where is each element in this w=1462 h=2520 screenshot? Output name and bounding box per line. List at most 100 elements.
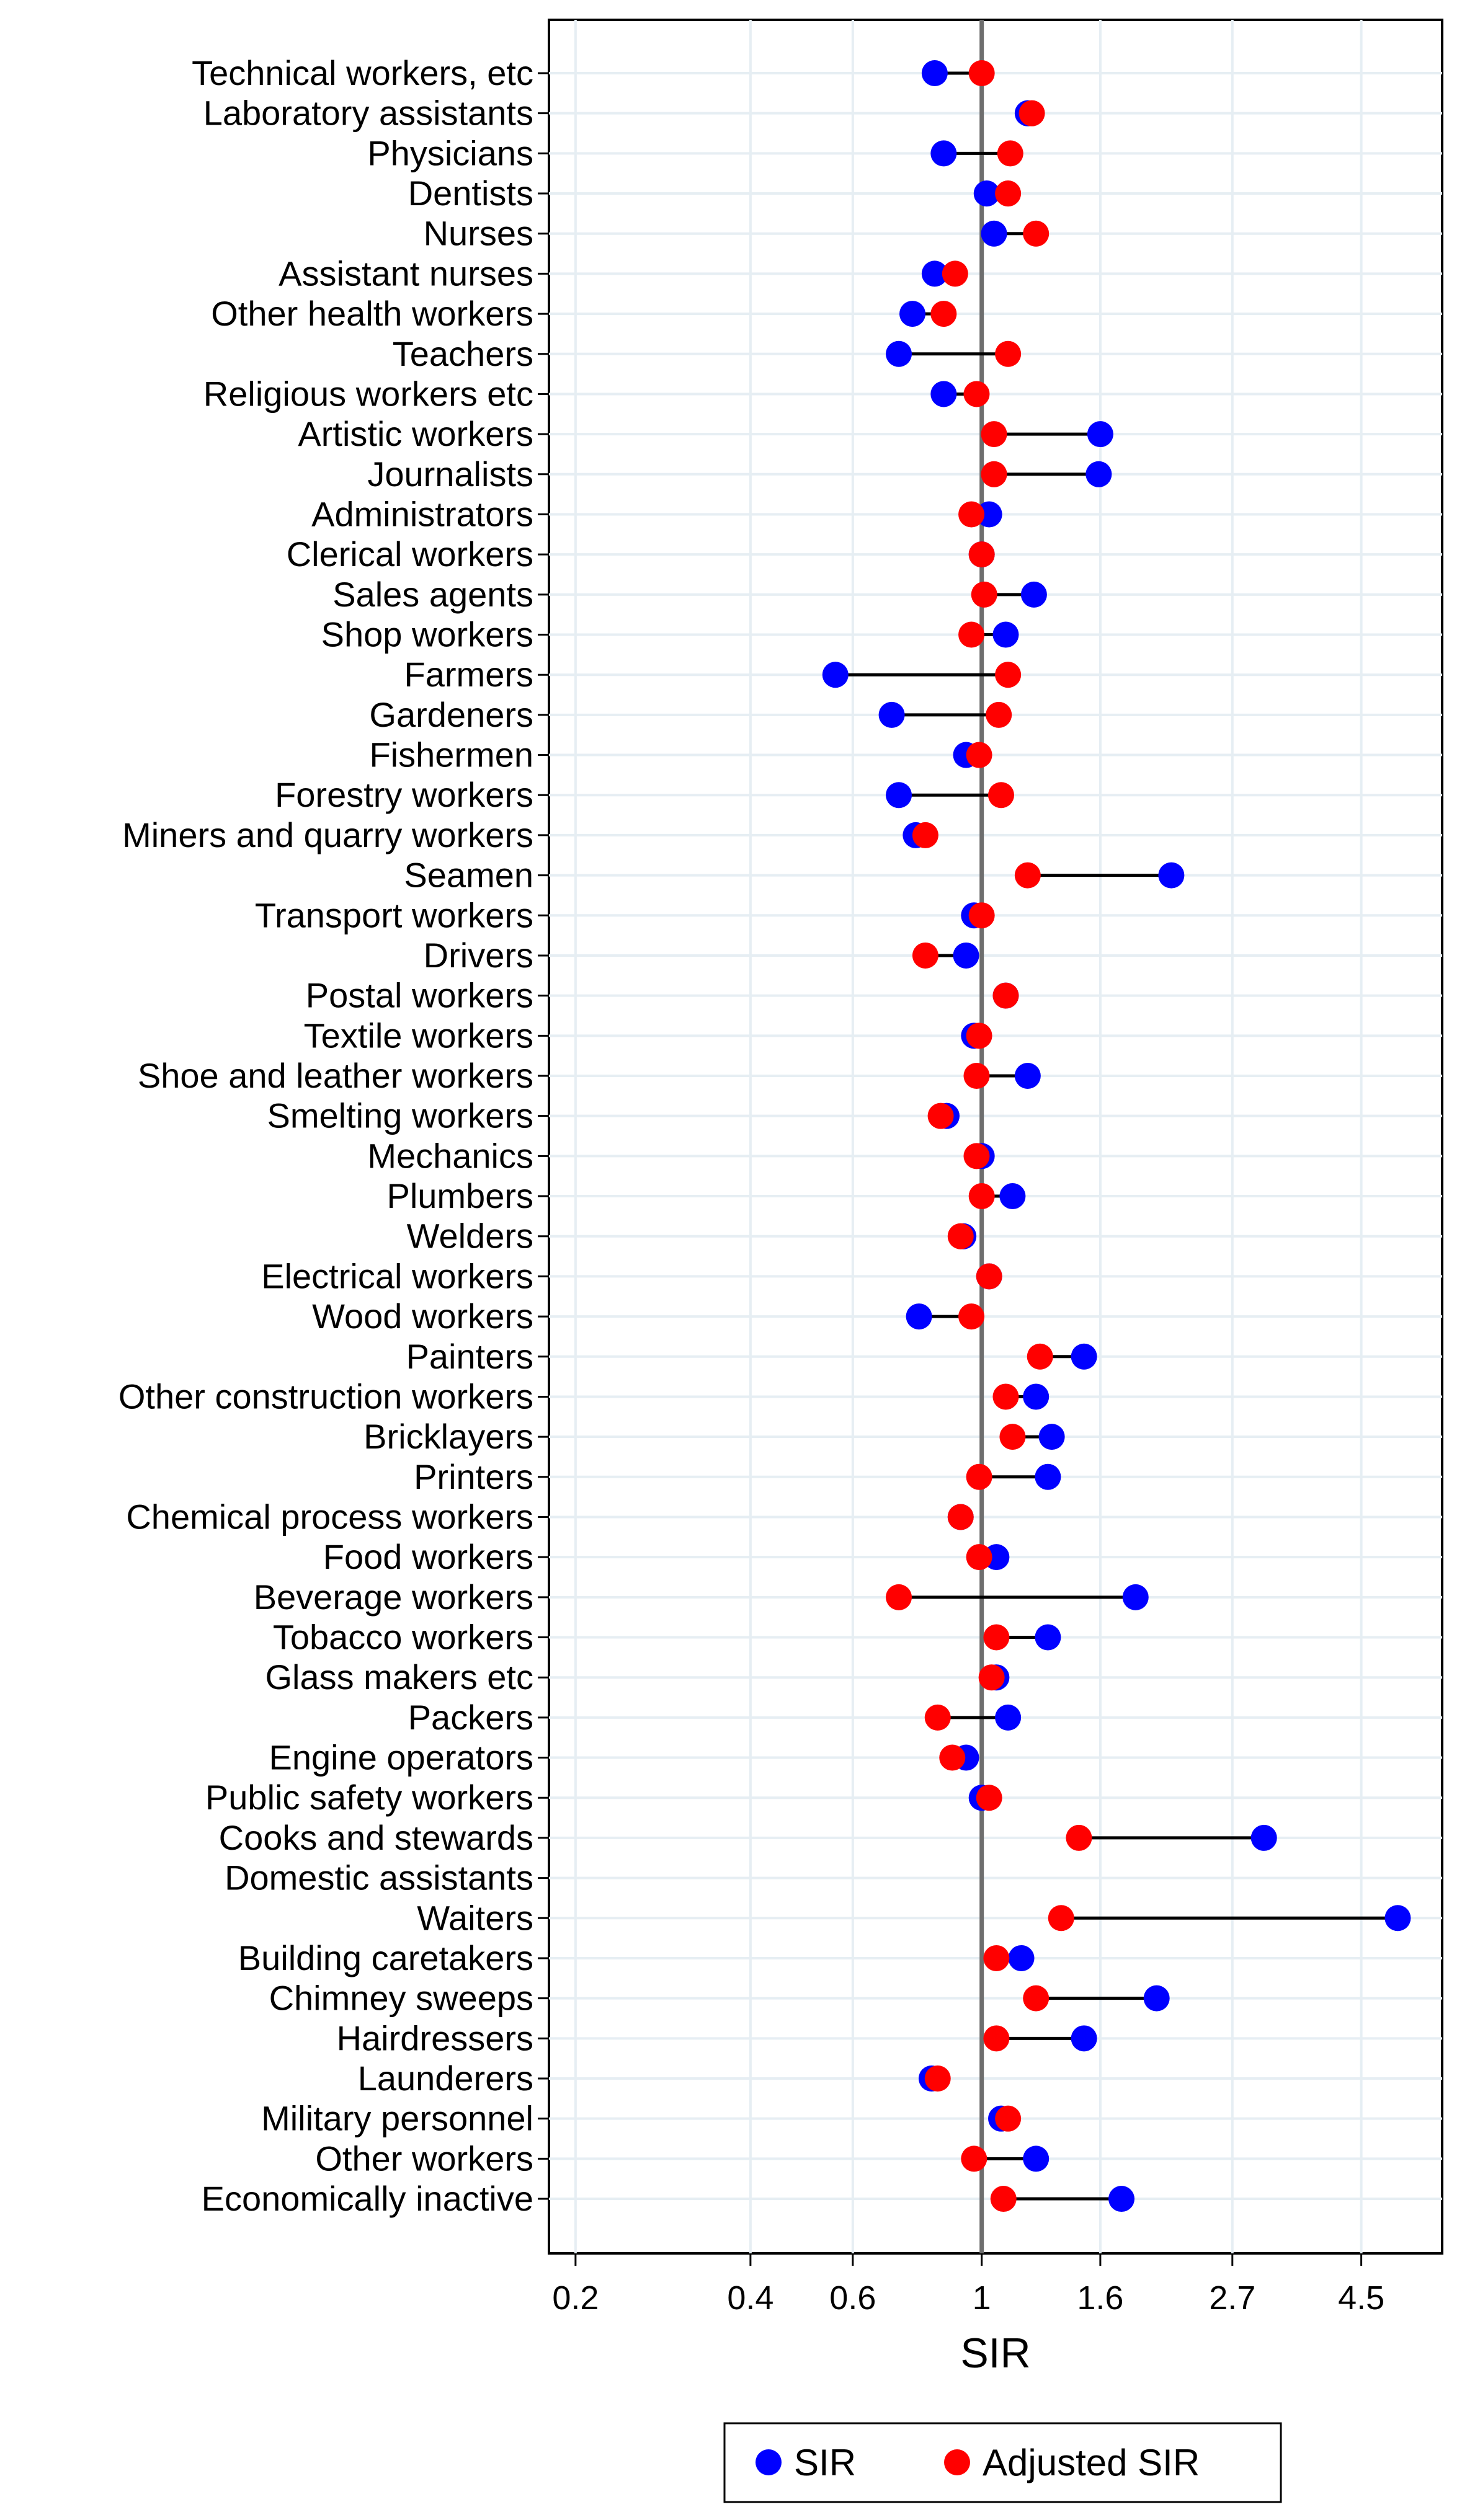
category-label: Sales agents bbox=[332, 575, 533, 614]
sir-point bbox=[1071, 1343, 1097, 1370]
adjusted-sir-point bbox=[978, 1664, 1005, 1691]
x-tick-label-3: 1 bbox=[973, 2279, 991, 2317]
sir-point bbox=[921, 60, 948, 86]
adjusted-sir-point bbox=[999, 1424, 1026, 1450]
adjusted-sir-point bbox=[966, 1023, 992, 1049]
adjusted-sir-point bbox=[1018, 100, 1045, 126]
category-label: Other construction workers bbox=[118, 1377, 533, 1416]
category-label: Building caretakers bbox=[238, 1938, 533, 1977]
adjusted-sir-point bbox=[968, 1183, 995, 1210]
adjusted-sir-point bbox=[992, 1383, 1019, 1410]
adjusted-sir-point bbox=[966, 1463, 992, 1490]
category-label: Engine operators bbox=[269, 1738, 533, 1777]
adjusted-sir-point bbox=[939, 1744, 966, 1771]
category-label: Transport workers bbox=[255, 895, 533, 934]
adjusted-sir-point bbox=[983, 2025, 1010, 2052]
sir-point bbox=[1085, 461, 1112, 487]
category-label: Fishermen bbox=[369, 735, 533, 774]
sir-point bbox=[1108, 2186, 1135, 2212]
adjusted-sir-point bbox=[958, 621, 985, 648]
legend-marker-adjusted-sir bbox=[944, 2449, 970, 2475]
category-label: Religious workers etc bbox=[203, 374, 533, 413]
category-label: Smelting workers bbox=[267, 1096, 533, 1135]
adjusted-sir-point bbox=[886, 1584, 912, 1610]
x-tick-label-0: 0.2 bbox=[552, 2279, 599, 2317]
category-label: Gardeners bbox=[369, 695, 533, 734]
legend-marker-sir bbox=[756, 2449, 782, 2475]
category-label: Administrators bbox=[311, 494, 533, 533]
sir-point bbox=[1384, 1905, 1411, 1932]
category-label: Printers bbox=[414, 1457, 533, 1496]
x-tick-label-2: 0.6 bbox=[829, 2279, 876, 2317]
category-label: Forestry workers bbox=[275, 775, 533, 814]
plot-frame bbox=[548, 19, 1443, 2255]
sir-point bbox=[930, 140, 957, 167]
sir-point bbox=[1122, 1584, 1149, 1610]
sir-point bbox=[973, 180, 1000, 207]
adjusted-sir-point bbox=[971, 581, 997, 608]
adjusted-sir-point bbox=[1014, 862, 1041, 889]
category-label: Packers bbox=[408, 1698, 533, 1737]
adjusted-sir-point bbox=[912, 942, 938, 969]
x-axis-title: SIR bbox=[960, 2330, 1030, 2377]
adjusted-sir-point bbox=[963, 1143, 990, 1169]
category-label: Seamen bbox=[404, 856, 533, 895]
adjusted-sir-point bbox=[1027, 1343, 1053, 1370]
category-label: Public safety workers bbox=[205, 1778, 533, 1817]
category-label: Waiters bbox=[417, 1898, 533, 1937]
category-label: Economically inactive bbox=[202, 2179, 533, 2218]
sir-point bbox=[1014, 1063, 1041, 1089]
adjusted-sir-point bbox=[981, 461, 1007, 487]
adjusted-sir-point bbox=[963, 1063, 990, 1089]
category-label: Cooks and stewards bbox=[219, 1818, 533, 1857]
adjusted-sir-point bbox=[976, 1785, 1002, 1811]
adjusted-sir-point bbox=[990, 2186, 1017, 2212]
sir-point bbox=[995, 1704, 1022, 1731]
adjusted-sir-point bbox=[958, 1303, 985, 1330]
adjusted-sir-point bbox=[942, 260, 968, 287]
category-label: Domestic assistants bbox=[225, 1858, 533, 1897]
category-label: Miners and quarry workers bbox=[122, 815, 533, 854]
sir-point bbox=[1087, 421, 1113, 448]
category-label: Assistant nurses bbox=[279, 254, 533, 293]
sir-point bbox=[822, 662, 849, 688]
adjusted-sir-point bbox=[924, 2065, 951, 2092]
category-label: Shoe and leather workers bbox=[138, 1056, 533, 1095]
category-label: Dentists bbox=[408, 174, 533, 213]
category-label: Other health workers bbox=[211, 294, 533, 333]
points bbox=[822, 60, 1411, 2212]
adjusted-sir-point bbox=[997, 140, 1023, 167]
sir-point bbox=[1020, 581, 1047, 608]
adjusted-sir-point bbox=[968, 902, 995, 929]
adjusted-sir-point bbox=[968, 541, 995, 568]
sir-point bbox=[999, 1183, 1026, 1210]
category-label: Nurses bbox=[424, 214, 533, 253]
sir-point bbox=[953, 942, 979, 969]
adjusted-sir-point bbox=[981, 421, 1007, 448]
category-label: Glass makers etc bbox=[265, 1657, 533, 1697]
sir-point bbox=[1023, 2145, 1050, 2172]
adjusted-sir-point bbox=[995, 180, 1022, 207]
sir-point bbox=[1143, 1985, 1170, 2012]
category-label: Laboratory assistants bbox=[203, 94, 533, 133]
adjusted-sir-point bbox=[995, 662, 1022, 688]
adjusted-sir-point bbox=[1023, 1985, 1050, 2012]
category-label: Launderers bbox=[358, 2059, 533, 2098]
sir-point bbox=[921, 260, 948, 287]
adjusted-sir-point bbox=[912, 822, 938, 848]
legend: SIR Adjusted SIR bbox=[723, 2422, 1282, 2503]
category-label: Textile workers bbox=[304, 1016, 533, 1055]
adjusted-sir-point bbox=[976, 1263, 1002, 1290]
sir-point bbox=[906, 1303, 932, 1330]
sir-point bbox=[1250, 1824, 1277, 1851]
adjusted-sir-point bbox=[983, 1945, 1010, 1971]
sir-point bbox=[1035, 1463, 1061, 1490]
category-label: Military personnel bbox=[261, 2099, 533, 2138]
adjusted-sir-point bbox=[930, 301, 957, 327]
adjusted-sir-point bbox=[924, 1704, 951, 1731]
sir-point bbox=[1023, 1383, 1050, 1410]
category-label: Farmers bbox=[404, 655, 533, 694]
category-label: Technical workers, etc bbox=[192, 53, 533, 92]
adjusted-sir-point bbox=[983, 1624, 1010, 1651]
adjusted-sir-point bbox=[968, 60, 995, 86]
